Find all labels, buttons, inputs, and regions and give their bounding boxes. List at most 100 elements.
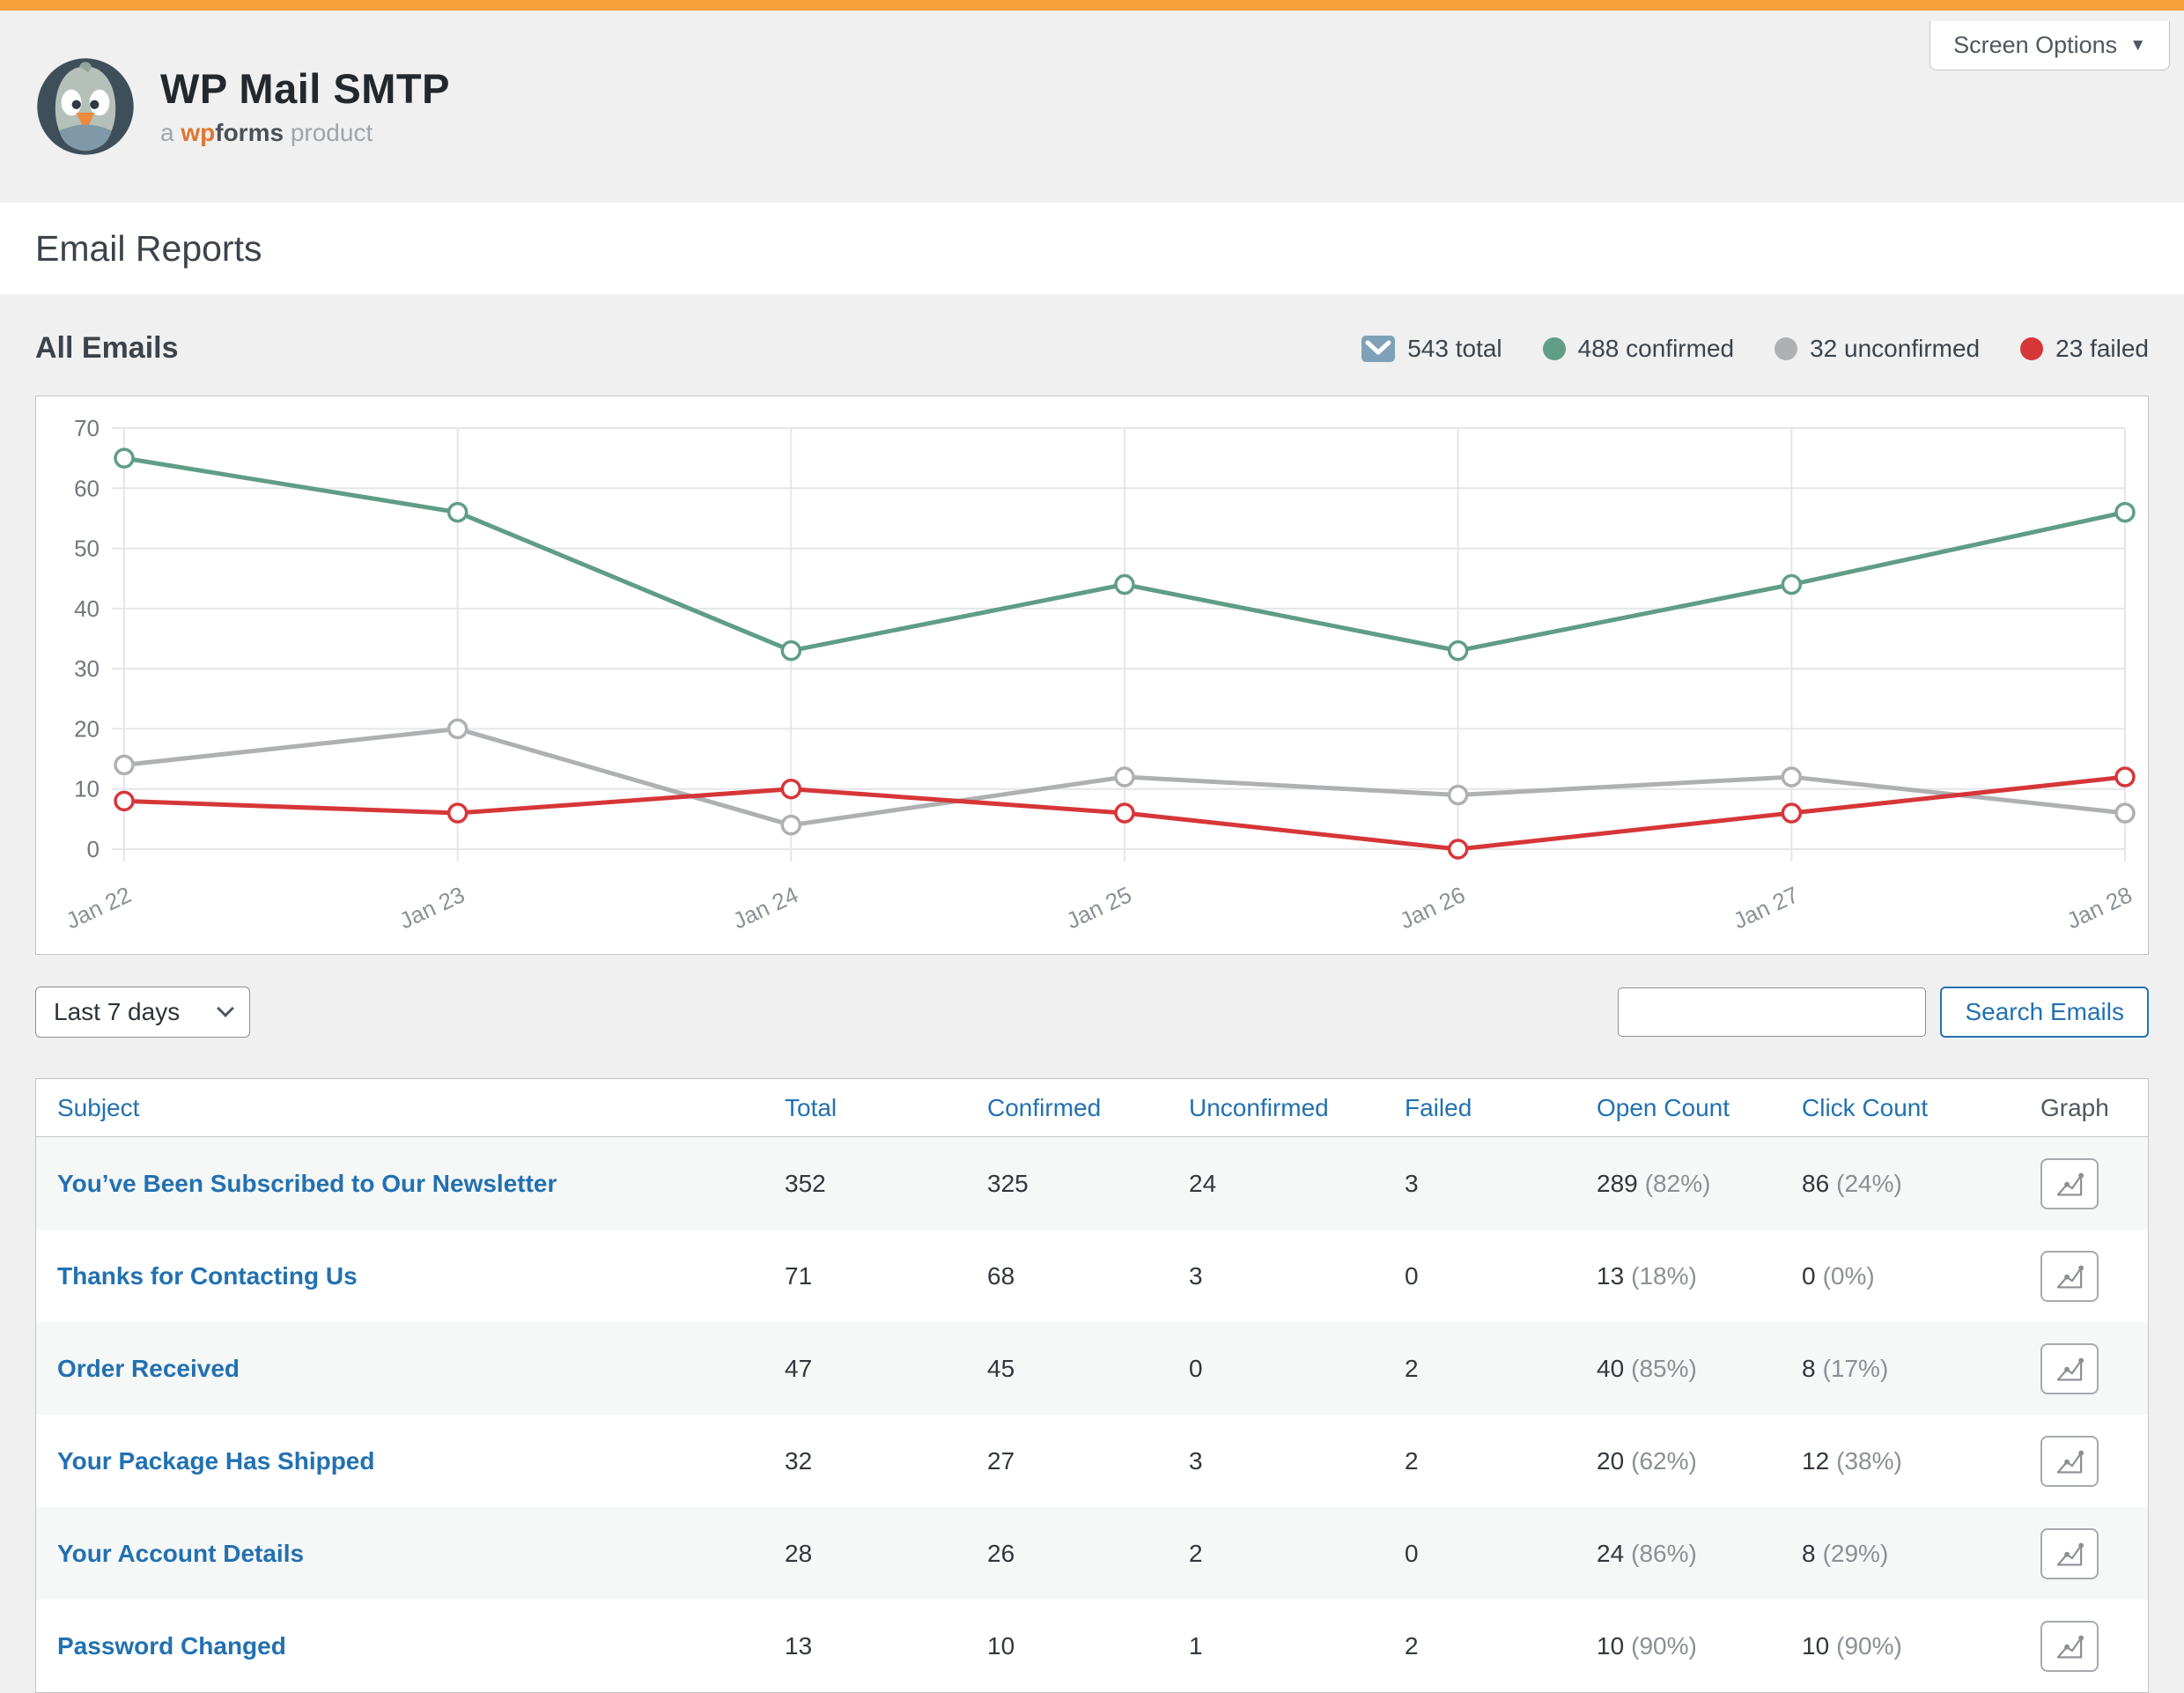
svg-text:Jan 23: Jan 23: [395, 881, 469, 934]
svg-text:Jan 27: Jan 27: [1729, 881, 1802, 934]
section-heading: All Emails: [35, 331, 179, 365]
svg-text:30: 30: [74, 655, 100, 682]
tagline-prefix: a: [160, 118, 174, 146]
search-emails-button[interactable]: Search Emails: [1940, 987, 2149, 1038]
table-row: Order Received 47 45 0 2 40 (85%) 8 (17%): [36, 1322, 2148, 1415]
stat-failed-label: failed: [2090, 334, 2149, 362]
failed-dot-icon: [2020, 336, 2044, 360]
report-controls: Last 7 days Search Emails: [35, 987, 2149, 1038]
column-header-confirmed[interactable]: Confirmed: [987, 1093, 1102, 1121]
all-emails-chart-card: 0 10 20 30 40 50 60 70 Jan 22 Jan 23 Jan 24 Jan 25 J…: [35, 396, 2149, 955]
open-count-cell: 289 (82%): [1597, 1169, 1711, 1197]
plugin-header: WP Mail SMTP a wpforms product Screen Op…: [0, 11, 2184, 203]
total-cell: 32: [785, 1446, 813, 1475]
brand-tagline: a wpforms product: [160, 119, 450, 147]
unconfirmed-cell: 2: [1189, 1539, 1203, 1567]
summary-legend: 543 total 488 confirmed 32 unconfirmed 2…: [1361, 335, 2149, 363]
failed-cell: 2: [1405, 1631, 1419, 1660]
confirmed-cell: 45: [987, 1354, 1015, 1382]
confirmed-cell: 10: [987, 1631, 1015, 1660]
stat-confirmed-label: confirmed: [1626, 334, 1735, 362]
page-title: Email Reports: [35, 227, 262, 269]
graph-button[interactable]: [2040, 1620, 2099, 1672]
unconfirmed-cell: 3: [1189, 1261, 1203, 1290]
svg-text:20: 20: [74, 715, 100, 742]
tagline-wp: wp: [181, 118, 216, 146]
graph-button[interactable]: [2040, 1157, 2099, 1209]
svg-text:10: 10: [74, 776, 100, 802]
total-cell: 13: [785, 1631, 813, 1660]
column-header-graph: Graph: [2040, 1093, 2109, 1121]
open-count-cell: 20 (62%): [1597, 1446, 1697, 1475]
click-count-cell: 12 (38%): [1802, 1446, 1902, 1475]
total-cell: 352: [785, 1169, 826, 1197]
unconfirmed-dot-icon: [1774, 336, 1798, 360]
failed-cell: 0: [1405, 1539, 1419, 1567]
subject-link[interactable]: You’ve Been Subscribed to Our Newsletter: [57, 1169, 557, 1197]
unconfirmed-cell: 3: [1189, 1446, 1203, 1475]
svg-text:60: 60: [74, 475, 100, 501]
svg-text:Jan 22: Jan 22: [62, 881, 135, 934]
top-accent-bar: [0, 0, 2184, 11]
click-count-cell: 10 (90%): [1802, 1631, 1902, 1660]
svg-text:40: 40: [74, 595, 100, 622]
click-count-cell: 0 (0%): [1802, 1261, 1875, 1290]
column-header-click-count[interactable]: Click Count: [1802, 1093, 1929, 1121]
subject-link[interactable]: Password Changed: [57, 1631, 286, 1660]
screen-options-button[interactable]: Screen Options ▼: [1929, 21, 2170, 70]
graph-button[interactable]: [2040, 1250, 2099, 1302]
stat-confirmed: 488 confirmed: [1542, 334, 1735, 363]
mini-line-chart-icon: [2056, 1542, 2084, 1566]
date-range-value: Last 7 days: [54, 998, 181, 1025]
screen-options-label: Screen Options: [1953, 32, 2118, 58]
column-header-unconfirmed[interactable]: Unconfirmed: [1189, 1093, 1329, 1121]
table-row: Password Changed 13 10 1 2 10 (90%) 10 (90…: [36, 1600, 2148, 1692]
subject-link[interactable]: Thanks for Contacting Us: [57, 1261, 358, 1290]
failed-cell: 0: [1405, 1261, 1419, 1290]
svg-text:70: 70: [74, 415, 100, 441]
column-header-subject[interactable]: Subject: [57, 1093, 140, 1121]
date-range-select[interactable]: Last 7 days: [35, 987, 250, 1038]
confirmed-cell: 27: [987, 1446, 1015, 1475]
search-input[interactable]: [1618, 987, 1927, 1037]
wp-mail-smtp-logo: [37, 58, 134, 155]
table-row: Your Package Has Shipped 32 27 3 2 20 (62…: [36, 1415, 2148, 1507]
open-count-cell: 24 (86%): [1597, 1539, 1697, 1567]
envelope-icon: [1361, 335, 1396, 362]
graph-button[interactable]: [2040, 1435, 2099, 1487]
mini-line-chart-icon: [2056, 1635, 2084, 1659]
stat-total: 543 total: [1361, 335, 1502, 363]
click-count-cell: 8 (29%): [1802, 1539, 1889, 1567]
open-count-cell: 40 (85%): [1597, 1354, 1697, 1382]
graph-button[interactable]: [2040, 1527, 2099, 1579]
subject-link[interactable]: Your Package Has Shipped: [57, 1446, 375, 1475]
table-row: Your Account Details 28 26 2 0 24 (86%) 8…: [36, 1507, 2148, 1600]
subject-link[interactable]: Your Account Details: [57, 1539, 305, 1567]
mini-line-chart-icon: [2056, 1450, 2084, 1474]
stat-unconfirmed: 32 unconfirmed: [1774, 335, 1980, 363]
email-reports-table: Subject Total Confirmed Unconfirmed Fail…: [35, 1078, 2149, 1693]
table-header-row: Subject Total Confirmed Unconfirmed Fail…: [36, 1079, 2148, 1137]
stat-unconfirmed-value: 32: [1810, 334, 1838, 362]
table-row: You’ve Been Subscribed to Our Newsletter…: [36, 1137, 2148, 1230]
table-row: Thanks for Contacting Us 71 68 3 0 13 (18…: [36, 1230, 2148, 1322]
graph-button[interactable]: [2040, 1342, 2099, 1394]
total-cell: 71: [785, 1261, 813, 1290]
open-count-cell: 13 (18%): [1597, 1261, 1697, 1290]
svg-text:50: 50: [74, 536, 100, 562]
brand-block: WP Mail SMTP a wpforms product: [160, 66, 450, 147]
unconfirmed-cell: 1: [1189, 1631, 1203, 1660]
column-header-open-count[interactable]: Open Count: [1597, 1093, 1730, 1121]
svg-text:Jan 26: Jan 26: [1396, 881, 1469, 934]
failed-cell: 3: [1405, 1169, 1419, 1197]
page-title-band: Email Reports: [0, 203, 2184, 294]
stat-failed-value: 23: [2055, 334, 2084, 362]
unconfirmed-cell: 24: [1189, 1169, 1217, 1197]
column-header-failed[interactable]: Failed: [1405, 1093, 1472, 1121]
chevron-down-icon: ▼: [2129, 35, 2146, 55]
subject-link[interactable]: Order Received: [57, 1354, 240, 1382]
column-header-total[interactable]: Total: [785, 1093, 837, 1121]
confirmed-cell: 325: [987, 1169, 1029, 1197]
failed-cell: 2: [1405, 1446, 1419, 1475]
table-body: You’ve Been Subscribed to Our Newsletter…: [36, 1137, 2148, 1692]
